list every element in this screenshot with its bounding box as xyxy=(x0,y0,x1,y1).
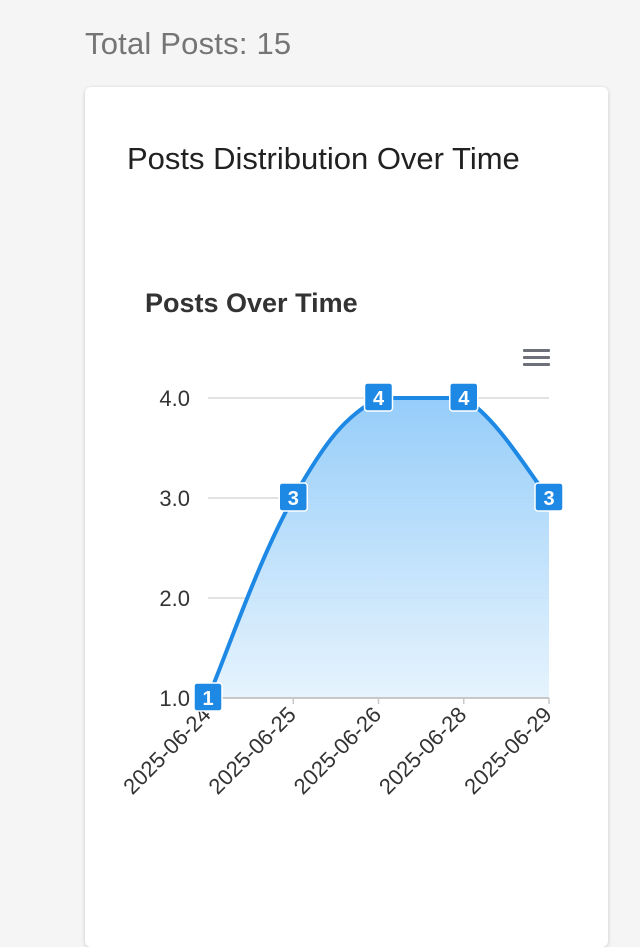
data-label: 1 xyxy=(193,682,223,712)
x-tick-label: 2025-06-26 xyxy=(289,702,386,799)
x-tick-label: 2025-06-25 xyxy=(204,702,301,799)
data-label-box xyxy=(278,482,308,512)
data-labels: 1 3 4 4 3 xyxy=(193,382,564,712)
data-label-value: 4 xyxy=(373,388,385,410)
area-fill xyxy=(208,398,549,698)
chart-title: Posts Over Time xyxy=(145,288,358,318)
data-label-value: 3 xyxy=(543,488,554,510)
x-tick-label: 2025-06-24 xyxy=(118,702,215,799)
data-label: 4 xyxy=(449,382,479,412)
data-label-box xyxy=(193,682,223,712)
y-tick-label: 3.0 xyxy=(159,486,190,511)
y-tick-label: 2.0 xyxy=(159,586,190,611)
data-label: 4 xyxy=(363,382,394,412)
data-label-value: 1 xyxy=(202,688,213,710)
y-axis-ticks: 1.0 2.0 3.0 4.0 xyxy=(159,386,190,711)
y-tick-label: 4.0 xyxy=(159,386,190,411)
card-title: Posts Distribution Over Time xyxy=(127,141,520,176)
x-tick-label: 2025-06-29 xyxy=(459,702,556,799)
data-label-box xyxy=(363,382,394,412)
chart-card: Posts Distribution Over Time Posts Over … xyxy=(85,87,608,947)
chart-container: Posts Over Time 1.0 2.0 3.0 4.0 2025-06-24 2… xyxy=(85,87,608,919)
data-label: 3 xyxy=(534,482,564,512)
x-tick-label: 2025-06-28 xyxy=(374,702,471,799)
data-label-box xyxy=(449,382,479,412)
data-label-value: 4 xyxy=(458,388,470,410)
posts-over-time-chart: Posts Over Time 1.02.03.04.0 2025-06-242… xyxy=(118,288,564,799)
x-axis-ticks: 2025-06-242025-06-252025-06-262025-06-28… xyxy=(118,698,557,799)
data-label-box xyxy=(534,482,564,512)
data-label-value: 3 xyxy=(288,488,299,510)
area-series xyxy=(206,395,551,699)
data-label: 3 xyxy=(278,482,308,512)
y-tick-label: 1.0 xyxy=(159,686,190,711)
hamburger-menu-icon[interactable] xyxy=(523,349,550,366)
total-posts-text: Total Posts: 15 xyxy=(85,26,292,61)
